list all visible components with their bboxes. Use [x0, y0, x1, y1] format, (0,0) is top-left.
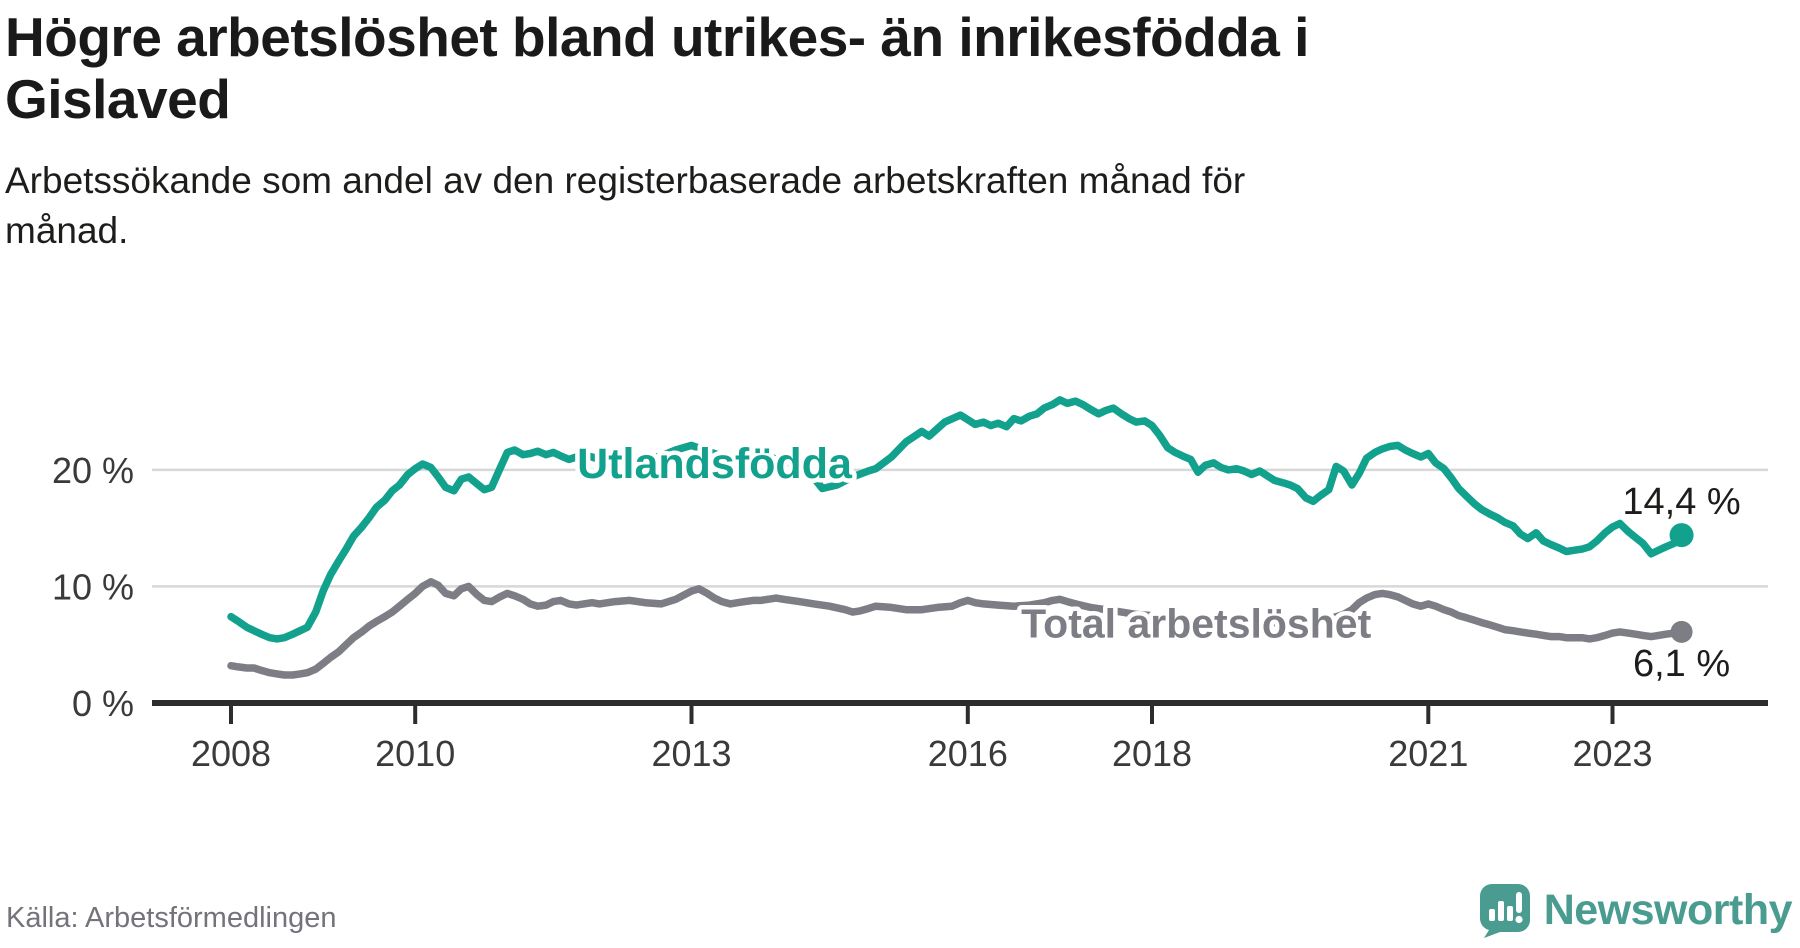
x-axis-tick-label: 2013 — [651, 733, 731, 774]
y-axis-tick-label: 0 % — [72, 683, 134, 724]
page-title-line: Gislaved — [5, 68, 231, 130]
source-note: Källa: Arbetsförmedlingen — [6, 902, 337, 934]
x-axis-tick-label: 2018 — [1112, 733, 1192, 774]
series-line-total-arbetsloshet — [227, 578, 1686, 679]
page-title: Högre arbetslöshet bland utrikes- än inr… — [5, 6, 1605, 130]
x-axis-tick-label: 2021 — [1388, 733, 1468, 774]
series-end-value-utlandsfodda: 14,4 % — [1622, 481, 1740, 523]
chart-subtitle-line: Arbetssökande som andel av den registerb… — [5, 160, 1246, 201]
chart-subtitle-line: månad. — [5, 210, 129, 251]
newsworthy-logo-icon — [1479, 884, 1530, 938]
brand-name: Newsworthy — [1543, 885, 1793, 934]
chart-subtitle: Arbetssökande som andel av den registerb… — [5, 156, 1605, 256]
x-axis-tick-label: 2023 — [1572, 733, 1652, 774]
series-end-dot-utlandsfodda — [1669, 523, 1694, 548]
page-title-line: Högre arbetslöshet bland utrikes- än inr… — [5, 6, 1309, 68]
series-label-total-arbetsloshet: Total arbetslöshet — [1021, 601, 1371, 647]
series-end-dot-total-arbetsloshet — [1670, 620, 1693, 643]
y-axis-tick-label: 20 % — [52, 450, 134, 491]
brand-lockup: Newsworthy — [1478, 882, 1793, 938]
series-label-utlandsfodda: Utlandsfödda — [577, 440, 853, 488]
series-end-value-total-arbetsloshet: 6,1 % — [1633, 643, 1730, 685]
y-axis-tick-label: 10 % — [52, 566, 134, 607]
x-axis-tick-label: 2016 — [928, 733, 1008, 774]
series-line-utlandsfodda — [227, 396, 1686, 643]
chart-header: Högre arbetslöshet bland utrikes- än inr… — [5, 6, 1605, 256]
x-axis-tick-label: 2010 — [375, 733, 455, 774]
x-axis-tick-label: 2008 — [191, 733, 271, 774]
